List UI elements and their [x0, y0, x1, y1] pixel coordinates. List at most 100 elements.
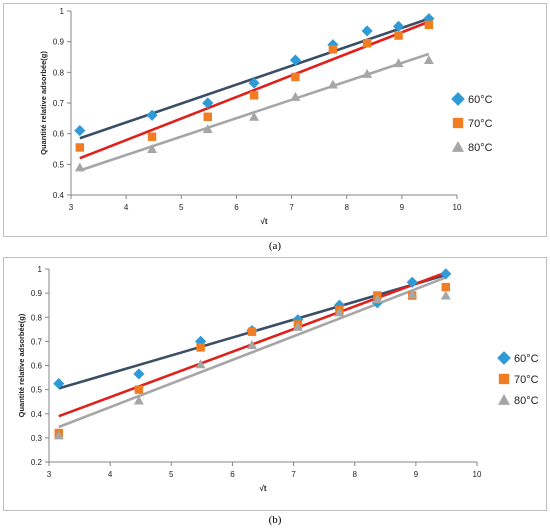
data-point-square [249, 91, 259, 100]
data-point-triangle [202, 124, 213, 134]
legend-label: 60°C [514, 353, 539, 365]
data-point-triangle [362, 68, 373, 78]
legend-marker-triangle [451, 140, 465, 152]
x-tick-label: 7 [291, 470, 296, 479]
y-tick-label: 0.8 [53, 68, 65, 77]
chart-panel-b: 3 4 5 6 7 8 9 10 0.2 0.3 0.4 0.5 0.6 0.7 0.8 0.9 1 √t Quan… [3, 257, 547, 511]
x-tick-label: 4 [108, 470, 113, 479]
x-axis-title: √t [259, 484, 266, 493]
caption-b: (b) [268, 514, 282, 526]
y-axis-title: Quantité relative adsorbée(g) [17, 313, 26, 417]
x-tick-label: 10 [473, 470, 482, 479]
data-point-triangle [290, 91, 301, 101]
data-point-diamond [202, 97, 214, 109]
y-tick-label: 1 [60, 7, 65, 16]
data-point-square [134, 385, 144, 394]
caption-a: (a) [268, 240, 282, 252]
legend-marker-square [498, 373, 510, 385]
data-point-square [75, 143, 85, 152]
data-point-triangle [393, 58, 404, 68]
x-tick-label: 5 [179, 203, 184, 212]
data-point-diamond [146, 109, 158, 121]
x-tick-label: 9 [400, 203, 405, 212]
y-tick-label: 0.5 [31, 386, 43, 395]
data-point-triangle [407, 289, 418, 299]
data-point-diamond [392, 20, 405, 32]
data-point-square [203, 112, 212, 122]
data-point-diamond [53, 378, 65, 390]
data-point-triangle [53, 430, 64, 440]
y-tick-label: 0.7 [31, 337, 43, 346]
y-tick-label: 0.7 [53, 99, 65, 108]
y-tick-label: 0.8 [31, 313, 43, 322]
data-point-triangle [147, 144, 158, 153]
chart-a-svg: 3 4 5 6 7 8 9 10 0.4 0.5 0.6 0.7 0.8 0.9 1 √t Quantité r… [39, 7, 493, 226]
data-point-triangle [249, 111, 260, 121]
data-point-diamond [361, 25, 373, 37]
data-point-triangle [372, 294, 383, 304]
data-point-triangle [133, 395, 144, 405]
data-point-diamond [406, 276, 418, 288]
x-tick-label: 3 [47, 470, 52, 479]
chart-panel-a: 3 4 5 6 7 8 9 10 0.4 0.5 0.6 0.7 0.8 0.9 1 √t Quantité r… [3, 3, 547, 237]
legend-marker-square [452, 117, 464, 129]
legend-label: 80°C [514, 395, 539, 407]
data-point-diamond [289, 54, 302, 66]
x-tick-label: 6 [230, 470, 235, 479]
data-point-triangle [195, 359, 206, 369]
data-point-square [247, 327, 257, 336]
data-point-diamond [440, 268, 452, 280]
data-point-diamond [133, 368, 145, 380]
data-point-triangle [247, 340, 257, 349]
x-tick-label: 4 [124, 203, 129, 212]
trendline-80C [79, 52, 430, 172]
x-tick-label: 8 [352, 470, 357, 479]
y-axis-title: Quantité relative adsorbée(g) [39, 51, 48, 155]
data-point-square [394, 31, 403, 40]
trendline-80C [58, 276, 447, 429]
data-point-diamond [74, 125, 86, 137]
x-tick-label: 10 [453, 203, 462, 212]
data-point-triangle [440, 290, 451, 300]
data-point-square [441, 282, 451, 292]
data-point-diamond [248, 77, 260, 89]
data-point-triangle [423, 55, 434, 65]
x-tick-label: 3 [69, 203, 74, 212]
data-point-square [196, 343, 205, 352]
legend-label: 60°C [468, 94, 493, 106]
chart-b-svg: 3 4 5 6 7 8 9 10 0.2 0.3 0.4 0.5 0.6 0.7 0.8 0.9 1 √t Quan… [17, 265, 539, 493]
y-tick-label: 0.4 [31, 410, 43, 419]
data-point-square [328, 45, 338, 54]
legend-label: 70°C [514, 374, 539, 386]
legend-marker-triangle [497, 393, 511, 405]
data-point-square [291, 72, 300, 82]
y-tick-label: 0.6 [31, 362, 43, 371]
legend-label: 80°C [468, 142, 493, 154]
y-tick-label: 1 [38, 265, 43, 274]
y-tick-label: 0.4 [53, 191, 65, 200]
x-tick-label: 5 [169, 470, 174, 479]
data-point-square [424, 20, 434, 30]
y-tick-label: 0.6 [53, 130, 65, 139]
x-tick-label: 8 [344, 203, 349, 212]
y-tick-label: 0.2 [31, 458, 43, 467]
y-tick-label: 0.5 [53, 160, 65, 169]
data-point-square [147, 132, 157, 141]
data-point-triangle [334, 307, 345, 317]
x-tick-label: 7 [289, 203, 294, 212]
data-point-triangle [327, 79, 338, 89]
x-tick-label: 9 [414, 470, 419, 479]
legend-marker-diamond [497, 351, 511, 365]
data-point-triangle [74, 162, 85, 172]
y-tick-label: 0.9 [53, 38, 65, 47]
y-tick-label: 0.9 [31, 289, 43, 298]
trendline-70C [79, 20, 430, 160]
x-tick-label: 6 [234, 203, 239, 212]
y-tick-label: 0.3 [31, 434, 43, 443]
data-point-diamond [195, 335, 207, 347]
legend-label: 70°C [468, 118, 493, 130]
data-point-triangle [292, 321, 303, 331]
x-axis-title: √t [260, 217, 267, 226]
data-point-square [362, 38, 372, 48]
legend-marker-diamond [451, 92, 465, 106]
